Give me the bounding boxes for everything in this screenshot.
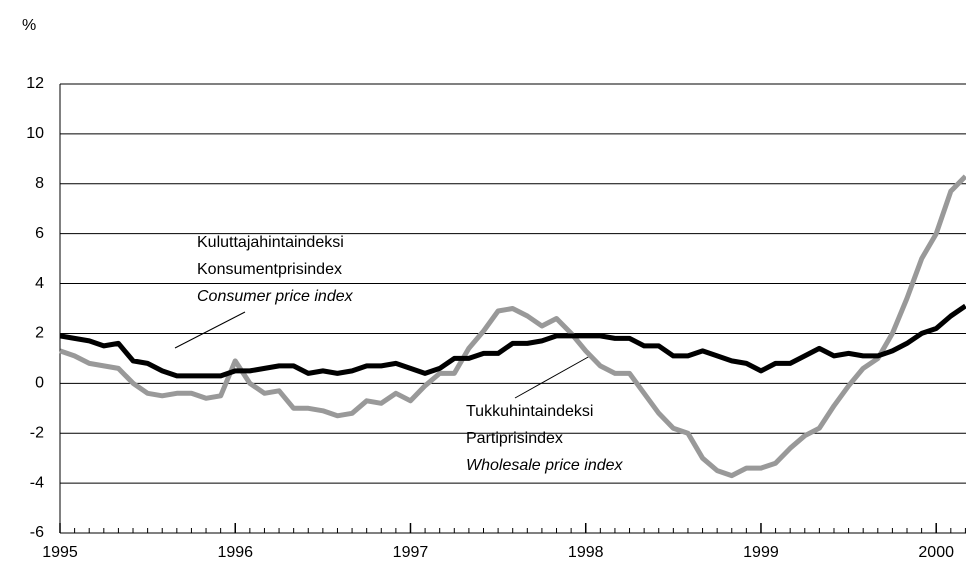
y-tick-label: -4 [30,474,44,491]
x-tick-label: 1999 [743,544,779,561]
y-tick-label: 8 [35,175,44,192]
y-tick-label: 12 [26,75,44,92]
y-tick-label: -6 [30,524,44,541]
x-tick-label: 1997 [393,544,429,561]
leader-line [514,355,591,399]
annotation: Konsumentprisindex [197,261,342,278]
leader-line [174,311,246,349]
y-tick-label: -2 [30,424,44,441]
series-line [59,303,966,379]
y-tick-label: 4 [35,275,44,292]
series-line [59,174,966,479]
annotation: Kuluttajahintaindeksi [197,234,344,251]
x-tick-label: 1995 [42,544,78,561]
y-tick-label: 6 [35,225,44,242]
annotation: Partiprisindex [466,430,563,447]
annotation: Consumer price index [197,288,354,305]
annotation: Tukkuhintaindeksi [466,403,593,420]
y-tick-label: 2 [35,325,44,342]
x-tick-label: 1998 [568,544,604,561]
x-tick-label: 1996 [217,544,253,561]
x-tick-label: 2000 [918,544,954,561]
y-unit: % [22,17,36,34]
y-tick-label: 10 [26,125,44,142]
y-tick-label: 0 [35,375,44,392]
annotation: Wholesale price index [466,457,624,474]
